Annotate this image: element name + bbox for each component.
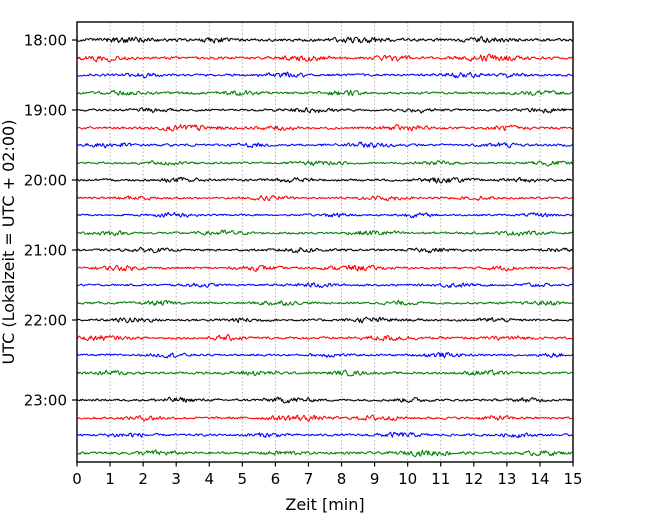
y-axis-ticks: 18:00 19:00 20:00 21:00 22:00 23:00 [24,32,77,410]
trace-21-00 [76,246,574,254]
x-tick-label: 2 [138,470,148,488]
y-tick-label: 23:00 [24,392,67,410]
x-tick-label: 14 [530,470,549,488]
trace-19-00 [76,107,574,114]
plot-frame [76,21,574,463]
trace-22-45 [76,369,574,377]
trace-22-15 [76,333,574,342]
x-tick-label: 11 [431,470,450,488]
trace-19-15 [76,123,574,132]
trace-19-30 [76,141,574,149]
x-axis-ticks: 0 1 2 3 4 5 6 7 8 9 10 11 12 13 14 15 [72,462,583,488]
trace-21-30 [76,282,574,289]
trace-18-45 [76,89,574,97]
trace-lines-group [76,35,574,458]
trace-20-15 [76,194,574,202]
trace-23-45 [76,449,574,458]
x-tick-label: 9 [370,470,380,488]
trace-21-15 [76,264,574,272]
y-tick-label: 18:00 [24,32,67,50]
trace-18-30 [76,71,574,79]
y-tick-label: 21:00 [24,242,67,260]
x-tick-label: 10 [398,470,417,488]
trace-23-15 [76,414,574,422]
x-tick-label: 12 [464,470,483,488]
trace-20-30 [76,211,574,219]
trace-20-00 [76,176,574,184]
x-tick-label: 8 [337,470,347,488]
trace-18-15 [76,53,574,63]
y-tick-label: 20:00 [24,172,67,190]
trace-21-45 [76,299,574,307]
x-tick-label: 3 [171,470,181,488]
x-tick-label: 13 [497,470,516,488]
trace-20-45 [76,229,574,237]
y-axis-label: UTC (Lokalzeit = UTC + 02:00) [0,120,18,365]
x-tick-label: 0 [72,470,82,488]
trace-22-00 [76,316,574,324]
x-axis-label: Zeit [min] [285,495,364,514]
vertical-gridlines [109,22,541,462]
y-tick-label: 19:00 [24,102,67,120]
trace-23-30 [76,431,574,439]
y-tick-label: 22:00 [24,312,67,330]
x-tick-label: 7 [304,470,314,488]
trace-19-45 [76,160,574,167]
trace-18-00 [76,35,574,44]
x-tick-label: 15 [563,470,582,488]
x-tick-label: 5 [238,470,248,488]
x-tick-label: 1 [105,470,115,488]
trace-23-00 [76,396,574,404]
x-tick-label: 4 [204,470,214,488]
trace-22-30 [76,352,574,359]
x-tick-label: 6 [271,470,281,488]
